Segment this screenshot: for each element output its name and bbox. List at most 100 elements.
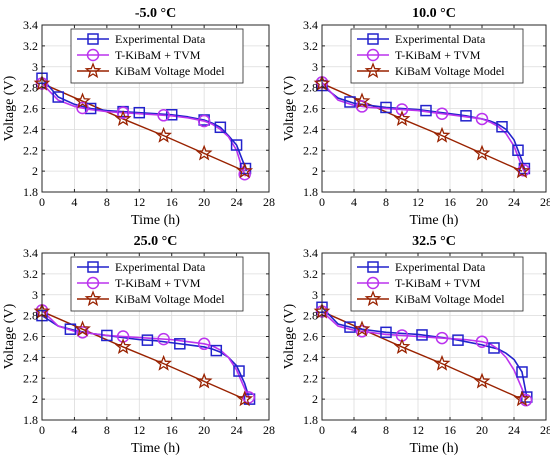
data-point-circle bbox=[116, 106, 130, 119]
data-point-star bbox=[236, 162, 254, 179]
legend-box bbox=[70, 28, 244, 84]
data-point-circle bbox=[519, 393, 533, 407]
data-point-star bbox=[433, 354, 451, 371]
x-tick-label: 28 bbox=[263, 195, 275, 209]
x-tick-label: 8 bbox=[104, 423, 110, 437]
chart-title: -5.0 °C bbox=[135, 6, 176, 21]
x-tick-label: 20 bbox=[198, 195, 210, 209]
x-tick-label: 12 bbox=[133, 195, 145, 209]
legend: Experimental Data T-KiBaM + TVM KiBaM Volt… bbox=[70, 256, 244, 312]
y-tick-label: 1.8 bbox=[23, 185, 38, 199]
data-point-square bbox=[52, 91, 64, 103]
data-point-star bbox=[473, 144, 491, 161]
data-point-circle bbox=[435, 331, 449, 345]
x-tick-label: 16 bbox=[444, 195, 456, 209]
data-point-star bbox=[353, 92, 371, 109]
data-point-square bbox=[165, 109, 178, 121]
x-axis-label: Time (h) bbox=[131, 441, 180, 456]
y-tick-label: 2.4 bbox=[23, 350, 38, 364]
y-axis-label: Voltage (V) bbox=[282, 75, 297, 141]
x-tick-label: 12 bbox=[412, 195, 424, 209]
data-point-square bbox=[84, 102, 97, 115]
y-tick-label: 3 bbox=[312, 288, 318, 302]
x-tick-label: 0 bbox=[319, 195, 325, 209]
y-tick-label: 1.8 bbox=[303, 185, 318, 199]
data-point-square bbox=[380, 326, 392, 339]
y-tick-label: 2 bbox=[32, 164, 38, 178]
data-point-star bbox=[114, 110, 132, 127]
data-point-square bbox=[233, 365, 245, 377]
y-tick-label: 2 bbox=[32, 392, 38, 406]
data-point-star bbox=[513, 162, 531, 179]
x-tick-label: 0 bbox=[319, 423, 325, 437]
legend-label: Experimental Data bbox=[115, 260, 206, 274]
y-tick-label: 3.2 bbox=[303, 267, 318, 281]
data-point-square bbox=[141, 334, 154, 346]
x-axis-label: Time (h) bbox=[410, 213, 459, 228]
y-tick-label: 3.2 bbox=[23, 267, 38, 281]
x-tick-label: 28 bbox=[540, 423, 550, 437]
x-tick-label: 4 bbox=[351, 423, 357, 437]
legend-box bbox=[70, 256, 244, 312]
y-tick-label: 3.4 bbox=[23, 18, 38, 32]
y-axis-label: Voltage (V) bbox=[282, 303, 297, 369]
data-point-circle bbox=[197, 337, 211, 351]
x-tick-label: 4 bbox=[71, 195, 77, 209]
legend-label: T-KiBaM + TVM bbox=[395, 276, 481, 290]
x-tick-label: 4 bbox=[71, 423, 77, 437]
legend: Experimental Data T-KiBaM + TVM KiBaM Volt… bbox=[350, 28, 524, 84]
x-tick-label: 24 bbox=[508, 423, 520, 437]
y-tick-label: 3.2 bbox=[23, 39, 38, 53]
data-point-circle bbox=[116, 330, 130, 343]
chart-title: 32.5 °C bbox=[412, 234, 456, 249]
x-tick-label: 8 bbox=[104, 195, 110, 209]
data-point-circle bbox=[197, 114, 211, 128]
data-point-square bbox=[133, 106, 146, 119]
legend-marker-circle bbox=[366, 276, 380, 290]
data-point-star bbox=[195, 144, 213, 161]
y-tick-label: 2.6 bbox=[23, 330, 38, 344]
legend-label: KiBaM Voltage Model bbox=[115, 64, 225, 78]
data-point-square bbox=[488, 342, 500, 354]
x-tick-label: 24 bbox=[508, 195, 520, 209]
x-axis-label: Time (h) bbox=[410, 441, 459, 456]
data-point-circle bbox=[76, 101, 89, 115]
y-tick-label: 2.8 bbox=[23, 309, 38, 323]
chart-title: 25.0 °C bbox=[134, 234, 178, 249]
data-point-star bbox=[155, 354, 172, 371]
legend-label: KiBaM Voltage Model bbox=[395, 64, 505, 78]
data-point-square bbox=[101, 329, 113, 342]
legend-marker-star bbox=[364, 290, 382, 307]
y-tick-label: 2.2 bbox=[303, 143, 318, 157]
y-tick-label: 1.8 bbox=[303, 413, 318, 427]
data-point-square bbox=[64, 323, 77, 335]
y-tick-label: 3.4 bbox=[303, 246, 318, 260]
chart-title: 10.0 °C bbox=[412, 6, 456, 21]
data-point-square bbox=[452, 334, 464, 346]
legend-label: Experimental Data bbox=[395, 260, 486, 274]
x-tick-label: 16 bbox=[166, 195, 178, 209]
data-point-square bbox=[210, 344, 223, 357]
legend-label: KiBaM Voltage Model bbox=[395, 292, 505, 306]
y-tick-label: 3 bbox=[32, 60, 38, 74]
x-tick-label: 16 bbox=[444, 423, 456, 437]
data-point-circle bbox=[395, 103, 409, 116]
y-tick-label: 2.2 bbox=[23, 143, 38, 157]
data-point-square bbox=[512, 144, 524, 156]
y-axis-label: Voltage (V) bbox=[2, 303, 17, 369]
series-line-2 bbox=[41, 82, 245, 172]
legend-marker-square bbox=[367, 261, 379, 273]
legend: Experimental Data T-KiBaM + TVM KiBaM Volt… bbox=[70, 28, 244, 84]
legend-label: T-KiBaM + TVM bbox=[115, 48, 201, 62]
legend-box bbox=[350, 28, 524, 84]
x-tick-label: 24 bbox=[231, 195, 243, 209]
data-point-square bbox=[380, 101, 392, 114]
x-tick-label: 4 bbox=[351, 195, 357, 209]
y-tick-label: 3.4 bbox=[303, 18, 318, 32]
y-tick-label: 1.8 bbox=[23, 413, 38, 427]
data-point-star bbox=[195, 372, 213, 389]
y-tick-label: 2.4 bbox=[303, 122, 318, 136]
data-point-star bbox=[74, 92, 91, 109]
data-point-square bbox=[214, 121, 227, 134]
chart-panel-1: 0 4 8 12 16 20 24 28 1.8 2 2.2 2.4 2.6 2.8 3 3.2 3.4 -5.0… bbox=[2, 6, 275, 228]
